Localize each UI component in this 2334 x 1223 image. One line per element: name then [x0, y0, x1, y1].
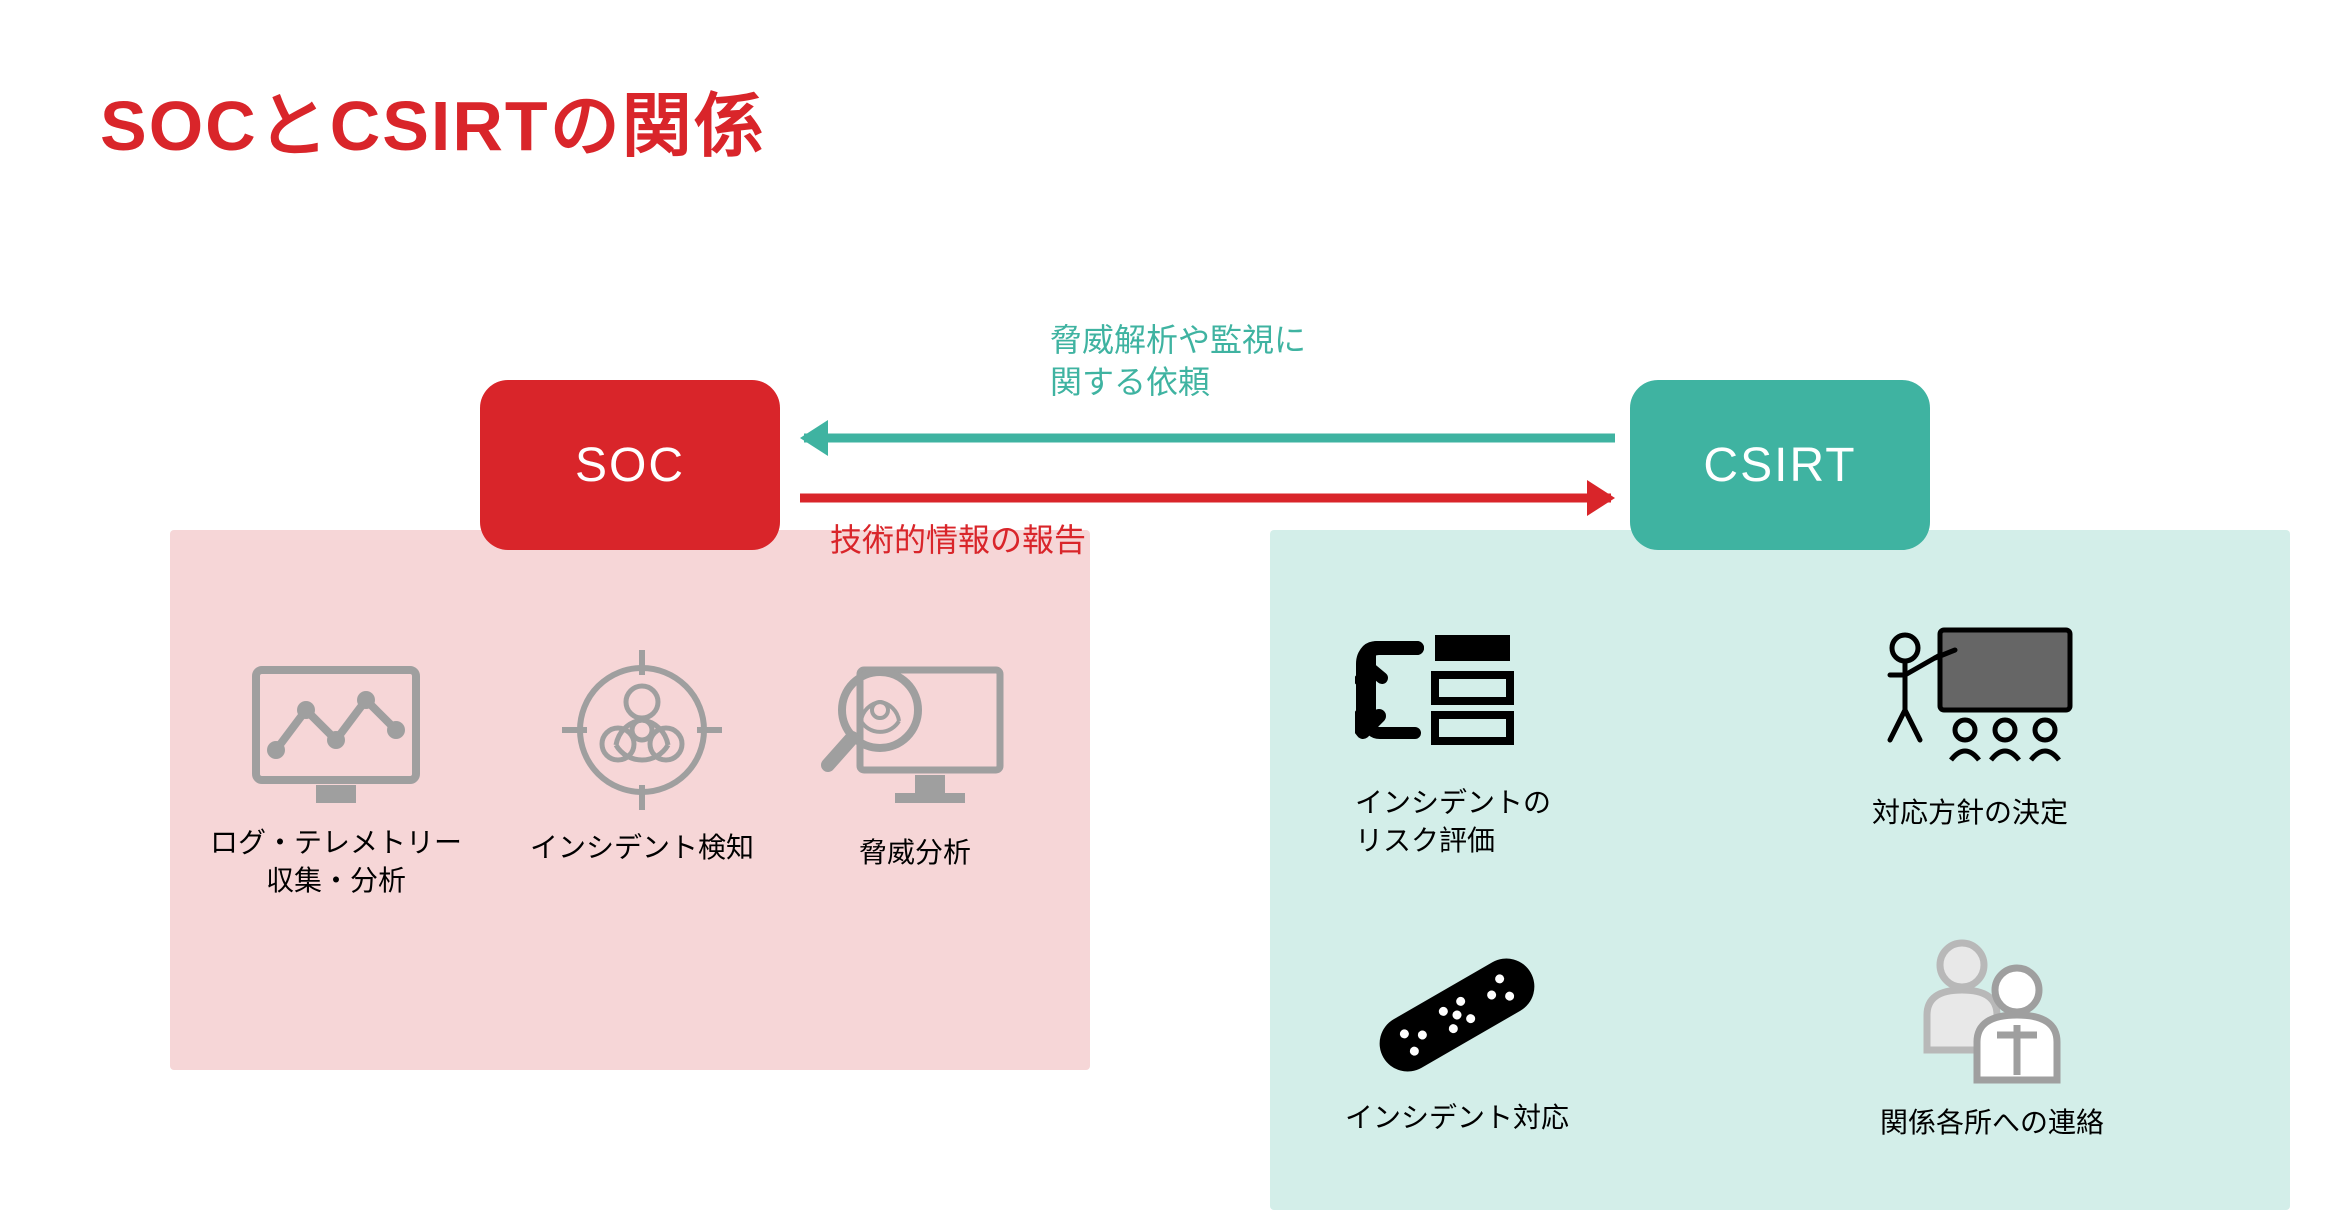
- magnifier-monitor-icon: [820, 650, 1010, 820]
- soc-badge-label: SOC: [575, 438, 685, 493]
- csirt-badge: CSIRT: [1630, 380, 1930, 550]
- soc-item-incident-detection: インシデント検知: [530, 645, 754, 867]
- soc-item-threat-analysis: 脅威分析: [820, 650, 1010, 872]
- csirt-item-label: 対応方針の決定: [1872, 794, 2068, 832]
- people-icon: [1902, 930, 2082, 1090]
- csirt-item-incident-response: インシデント対応: [1345, 945, 1569, 1137]
- priority-list-icon: [1355, 620, 1525, 770]
- csirt-item-risk-assessment: インシデントのリスク評価: [1355, 620, 1551, 860]
- soc-item-log-analysis: ログ・テレメトリー収集・分析: [210, 660, 462, 900]
- title-text: SOCとCSIRTの関係: [100, 87, 766, 165]
- chart-monitor-icon: [246, 660, 426, 810]
- soc-badge: SOC: [480, 380, 780, 550]
- csirt-item-label: インシデント対応: [1345, 1099, 1569, 1137]
- csirt-item-label: インシデントのリスク評価: [1355, 784, 1551, 860]
- csirt-badge-label: CSIRT: [1703, 438, 1856, 493]
- csirt-item-contact-stakeholders: 関係各所への連絡: [1880, 930, 2104, 1142]
- csirt-item-policy-decision: 対応方針の決定: [1860, 620, 2080, 832]
- soc-item-label: ログ・テレメトリー収集・分析: [210, 824, 462, 900]
- csirt-item-label: 関係各所への連絡: [1880, 1104, 2104, 1142]
- bandage-icon: [1357, 945, 1557, 1085]
- soc-item-label: 脅威分析: [859, 834, 971, 872]
- biohazard-target-icon: [557, 645, 727, 815]
- arrow-bot-label: 技術的情報の報告: [830, 520, 1086, 562]
- soc-item-label: インシデント検知: [530, 829, 754, 867]
- arrow-top-label: 脅威解析や監視に関する依頼: [1050, 320, 1306, 403]
- presentation-icon: [1860, 620, 2080, 780]
- page-title: SOCとCSIRTの関係: [100, 70, 766, 171]
